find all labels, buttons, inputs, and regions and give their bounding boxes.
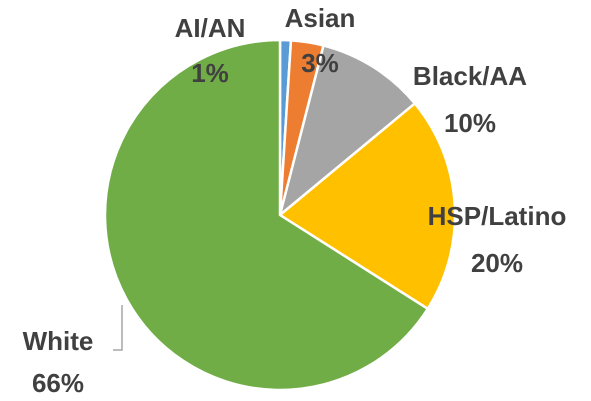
slice-value-label: 3% <box>301 48 339 78</box>
slice-label: AI/AN <box>175 13 246 43</box>
slice-value-label: 20% <box>471 248 523 278</box>
slice-value-label: 10% <box>444 108 496 138</box>
pie-slice <box>277 43 417 219</box>
slice-value-label: 66% <box>32 368 84 398</box>
slice-label: White <box>23 326 94 356</box>
pie-slice <box>103 38 430 392</box>
slice-label: HSP/Latino <box>428 201 567 231</box>
pie-slice <box>277 101 457 311</box>
leader-line <box>113 305 123 351</box>
slice-label: Black/AA <box>413 61 527 91</box>
slice-label: Asian <box>285 3 356 33</box>
slice-value-label: 1% <box>191 58 229 88</box>
